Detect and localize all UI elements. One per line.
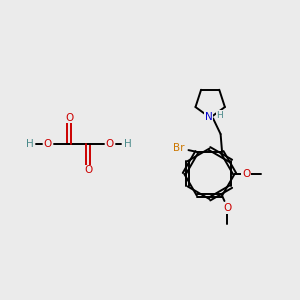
Text: Br: Br xyxy=(173,143,185,153)
Text: O: O xyxy=(223,203,232,213)
Text: N: N xyxy=(205,112,213,122)
Text: H: H xyxy=(124,139,131,149)
Text: H: H xyxy=(216,110,223,119)
Text: O: O xyxy=(106,139,114,149)
Text: O: O xyxy=(44,139,52,149)
Text: O: O xyxy=(242,169,250,179)
Text: H: H xyxy=(26,139,34,149)
Text: O: O xyxy=(65,113,73,123)
Text: O: O xyxy=(84,165,92,175)
